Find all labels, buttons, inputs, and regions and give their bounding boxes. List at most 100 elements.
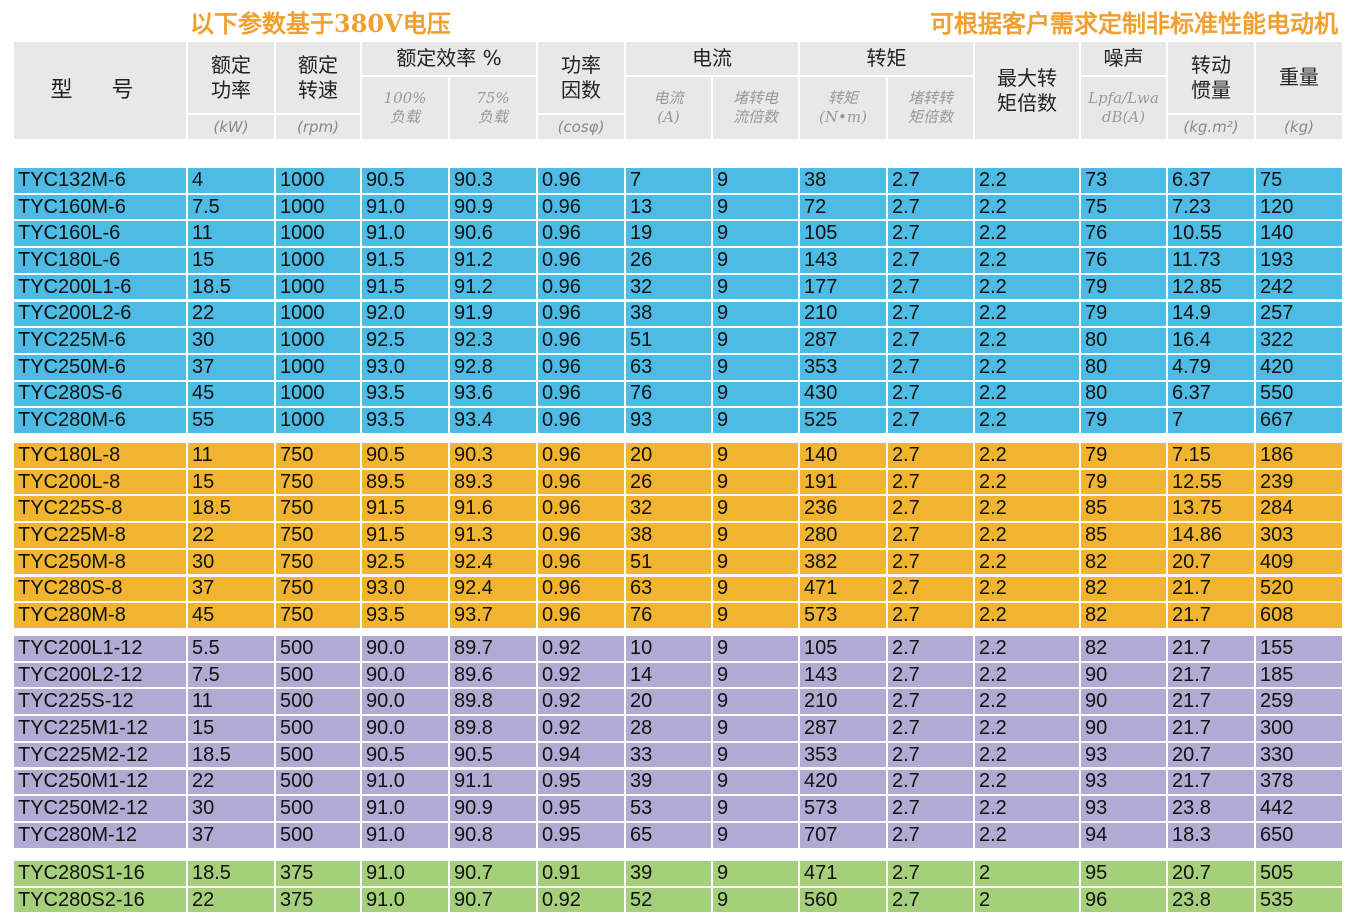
- model-cell: TYC250M-8: [14, 549, 186, 575]
- table-cell: 6.37: [1168, 381, 1254, 407]
- header-inertia: 转动 惯量: [1168, 42, 1254, 113]
- table-cell: 7: [1168, 408, 1254, 433]
- header-inertia-unit: (kg.m²): [1168, 115, 1254, 139]
- table-cell: 1000: [276, 301, 360, 327]
- header-weight-unit: (kg): [1256, 115, 1342, 139]
- table-cell: 30: [188, 549, 274, 575]
- table-cell: 500: [276, 769, 360, 795]
- table-cell: 257: [1256, 301, 1342, 327]
- model-cell: TYC200L2-6: [14, 301, 186, 327]
- table-cell: 0.91: [538, 861, 624, 886]
- table-cell: 7.15: [1168, 443, 1254, 468]
- table-cell: 505: [1256, 861, 1342, 886]
- table-cell: 82: [1081, 549, 1166, 575]
- table-cell: 38: [800, 168, 886, 193]
- table-cell: 750: [276, 469, 360, 495]
- table-cell: 185: [1256, 662, 1342, 688]
- table-cell: 140: [1256, 221, 1342, 247]
- table-cell: 89.7: [450, 636, 536, 661]
- table-cell: 2.7: [888, 636, 973, 661]
- table-cell: 2.2: [975, 274, 1079, 300]
- table-cell: 93.5: [362, 381, 448, 407]
- table-cell: 51: [626, 549, 711, 575]
- table-cell: 4: [188, 168, 274, 193]
- table-cell: 442: [1256, 796, 1342, 821]
- table-cell: 520: [1256, 576, 1342, 602]
- table-cell: 91.9: [450, 301, 536, 327]
- table-cell: 9: [713, 443, 798, 468]
- table-cell: 2.2: [975, 408, 1079, 433]
- table-cell: 15: [188, 248, 274, 273]
- table-cell: 79: [1081, 274, 1166, 300]
- table-cell: 375: [276, 887, 360, 913]
- table-cell: 0.96: [538, 194, 624, 220]
- table-cell: 21.7: [1168, 716, 1254, 741]
- table-cell: 76: [1081, 248, 1166, 273]
- table-cell: 90.7: [450, 887, 536, 913]
- table-cell: 0.96: [538, 523, 624, 548]
- table-cell: 12.85: [1168, 274, 1254, 300]
- table-cell: 242: [1256, 274, 1342, 300]
- table-cell: 37: [188, 354, 274, 380]
- table-cell: 15: [188, 716, 274, 741]
- table-cell: 13: [626, 194, 711, 220]
- header-torque-nm: 转矩 (N•m): [800, 77, 886, 139]
- table-cell: 9: [713, 603, 798, 628]
- table-cell: 92.4: [450, 549, 536, 575]
- table-cell: 9: [713, 742, 798, 768]
- table-cell: 9: [713, 194, 798, 220]
- header-current: 电流: [626, 42, 798, 75]
- table-cell: 2.7: [888, 354, 973, 380]
- table-cell: 0.92: [538, 662, 624, 688]
- header-efficiency: 额定效率 %: [362, 42, 536, 75]
- header-stall-current-ratio: 堵转电 流倍数: [713, 77, 798, 139]
- table-cell: 93.4: [450, 408, 536, 433]
- model-cell: TYC225M-6: [14, 328, 186, 353]
- table-cell: 0.92: [538, 689, 624, 715]
- table-cell: 89.3: [450, 469, 536, 495]
- table-cell: 90.0: [362, 716, 448, 741]
- table-cell: 45: [188, 603, 274, 628]
- table-cell: 92.5: [362, 328, 448, 353]
- table-cell: 72: [800, 194, 886, 220]
- table-cell: 2.7: [888, 576, 973, 602]
- table-cell: 93.6: [450, 381, 536, 407]
- table-cell: 89.8: [450, 689, 536, 715]
- table-cell: 191: [800, 469, 886, 495]
- table-cell: 30: [188, 796, 274, 821]
- table-cell: 90.5: [362, 443, 448, 468]
- table-cell: 500: [276, 662, 360, 688]
- table-cell: 420: [800, 769, 886, 795]
- model-cell: TYC250M2-12: [14, 796, 186, 821]
- table-cell: 9: [713, 662, 798, 688]
- table-cell: 193: [1256, 248, 1342, 273]
- table-cell: 80: [1081, 328, 1166, 353]
- table-cell: 0.96: [538, 221, 624, 247]
- table-cell: 750: [276, 523, 360, 548]
- table-cell: 378: [1256, 769, 1342, 795]
- table-cell: 10: [626, 636, 711, 661]
- table-cell: 91.0: [362, 887, 448, 913]
- table-cell: 93: [1081, 796, 1166, 821]
- table-cell: 2.2: [975, 354, 1079, 380]
- table-cell: 90.5: [362, 742, 448, 768]
- table-cell: 1000: [276, 248, 360, 273]
- table-cell: 91.5: [362, 248, 448, 273]
- table-cell: 90.9: [450, 796, 536, 821]
- table-cell: 79: [1081, 469, 1166, 495]
- table-cell: 573: [800, 796, 886, 821]
- table-cell: 2: [975, 861, 1079, 886]
- model-cell: TYC225M2-12: [14, 742, 186, 768]
- table-cell: 90.0: [362, 636, 448, 661]
- table-cell: 93.0: [362, 576, 448, 602]
- table-cell: 22: [188, 301, 274, 327]
- table-cell: 92.5: [362, 549, 448, 575]
- model-cell: TYC200L2-12: [14, 662, 186, 688]
- table-cell: 30: [188, 328, 274, 353]
- table-cell: 9: [713, 408, 798, 433]
- table-cell: 0.96: [538, 549, 624, 575]
- table-cell: 500: [276, 796, 360, 821]
- table-cell: 2.7: [888, 887, 973, 913]
- table-cell: 105: [800, 221, 886, 247]
- table-cell: 80: [1081, 354, 1166, 380]
